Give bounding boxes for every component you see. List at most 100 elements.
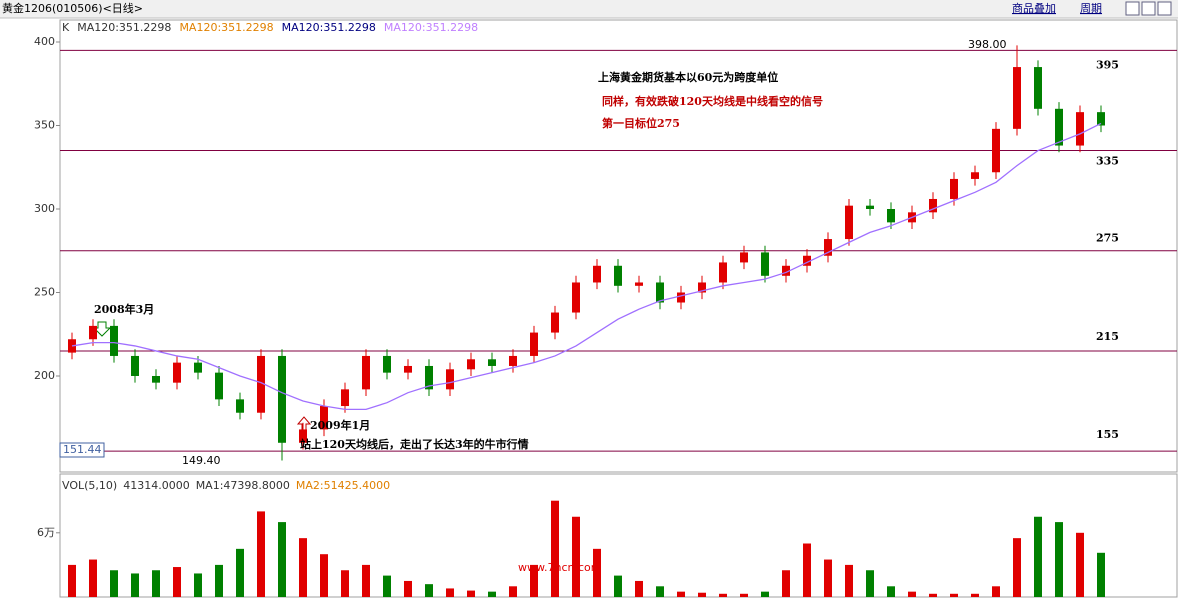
volume-bar [173, 567, 181, 597]
candle-body [782, 265, 790, 276]
volume-bar [194, 573, 202, 597]
volume-bar [992, 586, 1000, 597]
candle-body [971, 172, 979, 179]
candle-body [1076, 112, 1084, 146]
nav-button[interactable] [1141, 1, 1156, 16]
candle-body [383, 355, 391, 373]
last-price-label: 151.44 [63, 443, 102, 456]
candle-body [845, 205, 853, 240]
y-tick-label: 350 [34, 119, 55, 132]
volume-bar [404, 580, 412, 597]
legend-label: MA120:351.2298 [282, 21, 376, 34]
volume-bar [446, 588, 454, 597]
volume-bar [635, 580, 643, 597]
volume-legend-label: 41314.0000 [123, 479, 189, 492]
toolbar-link[interactable]: 商品叠加 [1012, 1, 1056, 15]
candle-body [551, 312, 559, 333]
candle-body [467, 359, 475, 370]
volume-bar [278, 522, 286, 597]
candle-body [1097, 112, 1105, 126]
volume-bar [677, 591, 685, 597]
volume-bar [509, 586, 517, 597]
volume-bar [467, 590, 475, 597]
candle-body [257, 355, 265, 413]
annotation: 第一目标位275 [602, 116, 680, 130]
candle-body [236, 399, 244, 413]
candle-body [341, 389, 349, 407]
candle-body [572, 282, 580, 313]
level-label: 215 [1096, 330, 1119, 343]
candle-body [635, 282, 643, 286]
candle-body [173, 362, 181, 383]
candle-body [1013, 67, 1021, 129]
price-panel [59, 19, 1178, 473]
volume-bar [1097, 552, 1105, 597]
volume-bar [1034, 516, 1042, 597]
volume-bar [110, 570, 118, 597]
annotation: www.7hcn.com [518, 561, 601, 574]
candle-body [740, 252, 748, 263]
volume-bar [866, 570, 874, 597]
volume-bar [614, 575, 622, 597]
volume-bar [698, 592, 706, 597]
candle-body [614, 265, 622, 286]
top-bar [0, 0, 1178, 18]
candle-body [446, 369, 454, 390]
candle-body [152, 375, 160, 383]
legend-label: MA120:351.2298 [384, 21, 478, 34]
legend-label: MA120:351.2298 [77, 21, 171, 34]
volume-bar [488, 591, 496, 597]
volume-bar [215, 564, 223, 597]
candle-body [698, 282, 706, 293]
candle-body [194, 362, 202, 373]
volume-bar [68, 564, 76, 597]
volume-bar [362, 564, 370, 597]
annotation: 同样，有效跌破120天均线是中线看空的信号 [602, 94, 823, 108]
candle-body [719, 262, 727, 283]
volume-bar [257, 511, 265, 597]
nav-button[interactable] [1125, 1, 1140, 16]
candle-body [803, 255, 811, 266]
volume-legend-label: MA1:47398.8000 [196, 479, 290, 492]
candle-body [278, 355, 286, 443]
level-label: 395 [1096, 58, 1119, 71]
candle-body [593, 265, 601, 283]
candle-body [89, 325, 97, 340]
volume-bar [1055, 522, 1063, 597]
legend-label: MA120:351.2298 [179, 21, 273, 34]
volume-bar [236, 548, 244, 597]
annotation: 149.40 [182, 454, 221, 467]
volume-tick-label: 6万 [37, 526, 55, 539]
candle-body [1034, 67, 1042, 109]
candle-body [362, 355, 370, 390]
candle-body [404, 365, 412, 373]
annotation: 398.00 [968, 38, 1007, 51]
candle-body [866, 205, 874, 209]
annotation: 2008年3月 [94, 302, 154, 316]
legend-label: K [62, 21, 70, 34]
candle-body [887, 209, 895, 223]
last-price-box [59, 442, 105, 458]
volume-bar [1013, 538, 1021, 597]
toolbar-link[interactable]: 周期 [1080, 2, 1102, 15]
volume-bar [341, 570, 349, 597]
candle-body [1055, 108, 1063, 146]
candle-body [215, 372, 223, 400]
candle-body [320, 406, 328, 430]
volume-bar [845, 564, 853, 597]
annotation: 站上120天均线后，走出了长达3年的牛市行情 [300, 437, 529, 451]
volume-bar [425, 584, 433, 597]
candle-body [425, 365, 433, 390]
volume-bar [152, 570, 160, 597]
nav-button[interactable] [1157, 1, 1172, 16]
volume-bar [89, 559, 97, 597]
volume-bar [929, 593, 937, 597]
candle-body [488, 359, 496, 366]
volume-bar [908, 591, 916, 597]
volume-bar [824, 559, 832, 597]
volume-bar [782, 570, 790, 597]
ma-line [71, 122, 1102, 411]
volume-bar [551, 500, 559, 597]
